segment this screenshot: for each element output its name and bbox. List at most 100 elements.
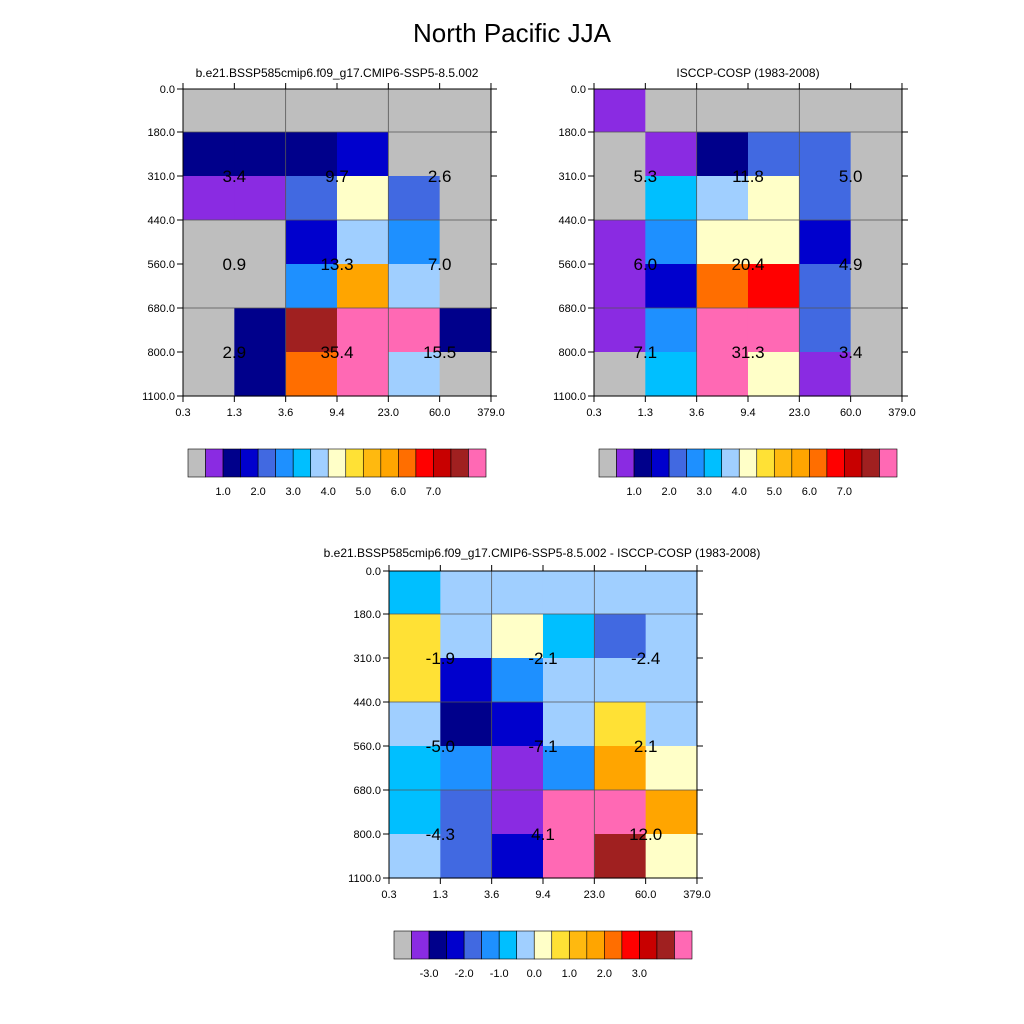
cell-value-label: 0.9	[223, 255, 247, 274]
heatmap-cell	[491, 614, 544, 659]
heatmap-cell	[234, 352, 287, 397]
heatmap-cell	[696, 352, 749, 397]
colorbar-swatch	[826, 448, 845, 478]
heatmap-cell	[336, 89, 389, 133]
heatmap-cell	[645, 89, 698, 133]
cell-value-label: 4.9	[839, 255, 863, 274]
heatmap-cell	[696, 89, 749, 133]
colorbar-label: 6.0	[391, 486, 406, 498]
colorbar-swatch	[738, 448, 758, 478]
colorbar-swatch	[616, 448, 635, 478]
cell-value-label: 7.0	[428, 255, 452, 274]
heatmap-cell	[645, 132, 698, 177]
panel-title-model: b.e21.BSSP585cmip6.f09_g17.CMIP6-SSP5-8.…	[196, 66, 479, 80]
colorbar-swatch	[656, 930, 675, 960]
colorbar-label: -3.0	[420, 968, 439, 980]
heatmap-cell	[440, 746, 493, 791]
heatmap-cell	[542, 614, 595, 659]
colorbar-swatch	[703, 448, 723, 478]
heatmap-cell	[594, 702, 647, 747]
y-tick-label: 680.0	[558, 303, 586, 315]
heatmap-cell	[799, 176, 852, 221]
heatmap-cell	[336, 264, 389, 309]
y-tick-label: 440.0	[353, 697, 381, 709]
heatmap-cell	[850, 220, 903, 265]
colorbar-label: 1.0	[215, 486, 230, 498]
x-tick-label: 9.4	[740, 407, 755, 419]
heatmap-cell	[389, 790, 441, 835]
heatmap-cell	[594, 176, 646, 221]
heatmap-cell	[850, 89, 903, 133]
heatmap-cell	[645, 614, 698, 659]
colorbar-label: 5.0	[356, 486, 371, 498]
heatmap-cell	[645, 746, 698, 791]
y-tick-label: 1100.0	[348, 873, 381, 885]
cell-value-label: 5.3	[634, 167, 658, 186]
cell-value-label: 3.4	[839, 343, 863, 362]
cell-value-label: -1.9	[426, 649, 455, 668]
heatmap-cell	[799, 220, 852, 265]
heatmap-cell	[594, 264, 646, 309]
y-tick-label: 180.0	[353, 609, 381, 621]
heatmap-cell	[491, 702, 544, 747]
colorbar-swatch	[791, 448, 810, 478]
cell-value-label: 31.3	[731, 343, 764, 362]
heatmap-cell	[696, 220, 749, 265]
cell-value-label: 9.7	[325, 167, 349, 186]
heatmap-cell	[439, 264, 492, 309]
x-tick-label: 0.3	[586, 407, 601, 419]
heatmap-cell	[439, 352, 492, 397]
heatmap-cell	[850, 176, 903, 221]
heatmap-cell	[491, 571, 544, 615]
colorbar-swatch	[463, 930, 482, 960]
heatmap-panel-1: 0.3 1.3 3.6 9.4 23.0 60.0 379.0 0.0 180.0 310.0 44…	[553, 83, 916, 498]
heatmap-cell	[799, 264, 852, 309]
heatmap-cell	[542, 790, 595, 835]
colorbar-label: 5.0	[767, 486, 782, 498]
cell-value-label: 12.0	[629, 825, 662, 844]
colorbar-swatch	[398, 448, 417, 478]
heatmap-cell	[439, 132, 492, 177]
x-tick-label: 0.3	[175, 407, 190, 419]
heatmap-cell	[594, 614, 647, 659]
y-tick-label: 440.0	[147, 215, 175, 227]
colorbar-swatch	[844, 448, 863, 478]
heatmap-cell	[285, 308, 338, 353]
heatmap-cell	[440, 790, 493, 835]
heatmap-cell	[183, 89, 235, 133]
colorbar-swatch	[633, 448, 652, 478]
x-tick-label: 9.4	[329, 407, 344, 419]
heatmap-cell	[696, 176, 749, 221]
heatmap-cell	[594, 308, 646, 353]
cell-value-label: 2.6	[428, 167, 452, 186]
heatmap-cell	[645, 220, 698, 265]
y-tick-label: 680.0	[353, 785, 381, 797]
cell-value-label: 20.4	[731, 255, 764, 274]
heatmap-cell	[491, 746, 544, 791]
y-tick-label: 0.0	[366, 566, 381, 578]
colorbar-swatch	[568, 930, 588, 960]
heatmap-cell	[645, 571, 698, 615]
heatmap-cell	[234, 132, 287, 177]
x-tick-label: 379.0	[888, 407, 916, 419]
heatmap-cell	[336, 176, 389, 221]
y-tick-label: 0.0	[160, 84, 175, 96]
heatmap-cell	[388, 308, 441, 353]
y-tick-label: 440.0	[558, 215, 586, 227]
heatmap-cell	[440, 834, 493, 879]
heatmap-cell	[594, 352, 646, 397]
cell-value-label: -4.3	[426, 825, 455, 844]
cell-value-label: 2.1	[634, 737, 658, 756]
colorbar-swatch	[327, 448, 347, 478]
colorbar-label: -1.0	[490, 968, 509, 980]
cell-value-label: 11.8	[732, 167, 764, 186]
colorbar-label: 4.0	[321, 486, 336, 498]
cell-value-label: 15.5	[423, 343, 456, 362]
colorbar-label: 2.0	[661, 486, 676, 498]
cell-value-label: 2.9	[223, 343, 247, 362]
colorbar-swatch	[498, 930, 518, 960]
colorbar-swatch	[310, 448, 329, 478]
colorbar-label: 7.0	[837, 486, 852, 498]
heatmap-cell	[440, 658, 493, 703]
colorbar-swatch	[292, 448, 312, 478]
